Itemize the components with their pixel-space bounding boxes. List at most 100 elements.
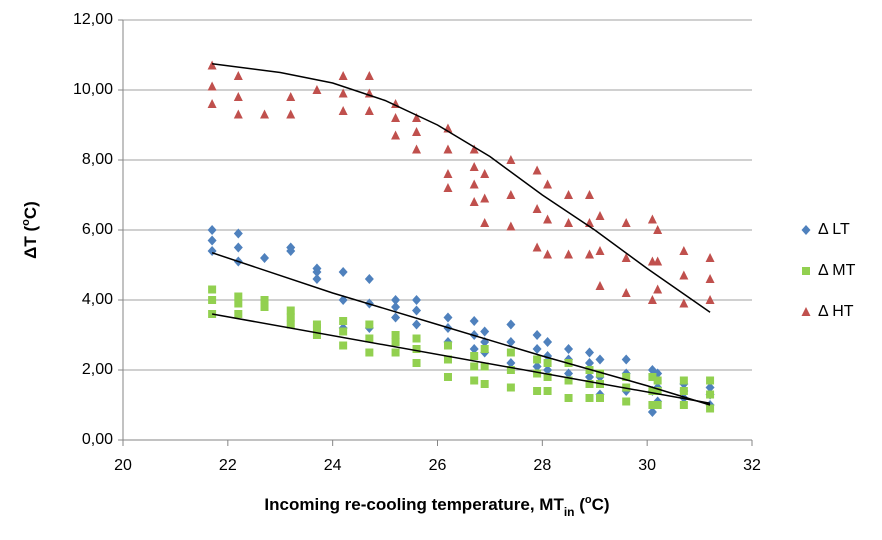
point (443, 144, 453, 154)
point (339, 317, 348, 325)
point (412, 359, 421, 367)
point (585, 347, 595, 358)
point (564, 249, 574, 259)
x-tick-label: 24 (324, 457, 342, 474)
x-tick-label: 26 (429, 457, 447, 474)
point (543, 337, 553, 347)
point (506, 319, 516, 330)
x-tick-label: 22 (219, 457, 237, 474)
point (595, 281, 605, 290)
point (621, 218, 631, 227)
y-tick-label: 10,00 (73, 81, 113, 98)
point (543, 179, 553, 189)
point (286, 92, 296, 101)
x-title-sub: in (564, 505, 575, 519)
point (338, 267, 348, 277)
point (364, 106, 374, 115)
point (312, 85, 322, 94)
point (480, 326, 490, 337)
point (391, 302, 401, 312)
point (286, 306, 295, 315)
point (621, 354, 631, 365)
point (391, 113, 401, 122)
point (234, 292, 243, 301)
point (647, 295, 657, 304)
point (705, 253, 715, 262)
point (207, 235, 217, 246)
point (412, 305, 422, 316)
point (532, 204, 542, 213)
point (647, 407, 657, 417)
point (585, 372, 595, 382)
point (443, 341, 452, 350)
legend-label: Δ HT (818, 303, 854, 320)
point (286, 109, 296, 119)
x-title-part: ( (575, 495, 586, 514)
y-tick-label: 12,00 (73, 11, 113, 28)
point (653, 225, 663, 234)
point (480, 218, 490, 227)
y-title-part: ΔT ( (21, 226, 40, 259)
point (338, 71, 348, 80)
x-tick-label: 20 (114, 457, 132, 474)
point (653, 284, 663, 294)
point (338, 106, 348, 115)
point (443, 169, 453, 178)
legend-label: Δ LT (818, 221, 850, 238)
point (480, 362, 489, 371)
point (679, 246, 689, 255)
point (208, 285, 217, 294)
point (595, 394, 604, 402)
y-tick-label: 2,00 (82, 361, 113, 378)
point (532, 165, 542, 175)
point (480, 380, 489, 388)
point (705, 274, 715, 283)
legend-marker (801, 225, 811, 235)
point (480, 345, 489, 353)
point (391, 331, 400, 339)
point (207, 60, 217, 70)
point (412, 144, 422, 154)
y-tick-label: 8,00 (82, 151, 113, 168)
point (564, 218, 574, 227)
point (234, 299, 243, 308)
point (480, 193, 490, 203)
point (207, 225, 217, 235)
point (312, 274, 322, 284)
point (647, 214, 657, 224)
point (595, 211, 605, 220)
x-title-sup: o (585, 494, 592, 506)
point (412, 295, 422, 305)
point (260, 296, 269, 304)
point (365, 320, 374, 329)
point (365, 348, 374, 357)
point (286, 320, 295, 329)
point (470, 352, 479, 360)
point (391, 295, 401, 305)
point (679, 387, 688, 395)
point (364, 274, 374, 284)
x-title-part: Incoming re-cooling temperature, MT (264, 495, 564, 514)
point (595, 354, 605, 365)
point (391, 338, 400, 346)
point (391, 312, 401, 323)
point (207, 81, 217, 91)
point (260, 253, 270, 263)
point (705, 295, 715, 304)
point (533, 355, 542, 364)
point (443, 355, 452, 364)
point (543, 365, 553, 375)
point (469, 179, 479, 189)
point (364, 71, 374, 80)
y-tick-label: 4,00 (82, 291, 113, 308)
point (506, 337, 516, 347)
point (543, 359, 552, 367)
point (543, 249, 553, 259)
point (207, 99, 217, 108)
point (233, 109, 243, 119)
point (339, 327, 348, 336)
point (233, 71, 243, 80)
point (260, 109, 270, 119)
point (585, 190, 595, 199)
